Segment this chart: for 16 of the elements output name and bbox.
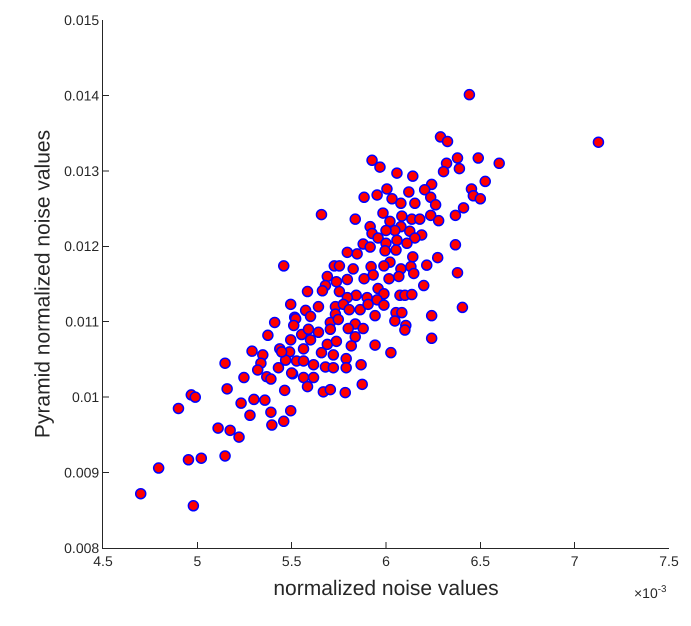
text: ×10$^{-3}$ bbox=[634, 584, 668, 601]
y-tick-label: 0.012 bbox=[64, 238, 100, 254]
x-tick-label: 6.5 bbox=[470, 552, 490, 569]
y-tick-label: 0.011 bbox=[65, 314, 100, 330]
x-tick-label: 5.5 bbox=[282, 552, 302, 569]
y-tick-label: 0.013 bbox=[64, 162, 100, 179]
x-tick-label: 5 bbox=[193, 552, 202, 569]
y-tick-label: 0.009 bbox=[64, 464, 100, 480]
y-tick-label: 0.01 bbox=[72, 389, 100, 406]
x-tick-label: 7.5 bbox=[659, 552, 679, 569]
y-tick-label: 0.015 bbox=[64, 12, 100, 28]
y-axis-title: Pyramid normalized noise values bbox=[31, 130, 54, 438]
x-tick-label: 7 bbox=[570, 552, 579, 569]
x-tick-label: 6 bbox=[382, 552, 390, 569]
x-axis-title: normalized noise values bbox=[273, 577, 499, 600]
y-tick-label: 0.014 bbox=[64, 87, 100, 104]
